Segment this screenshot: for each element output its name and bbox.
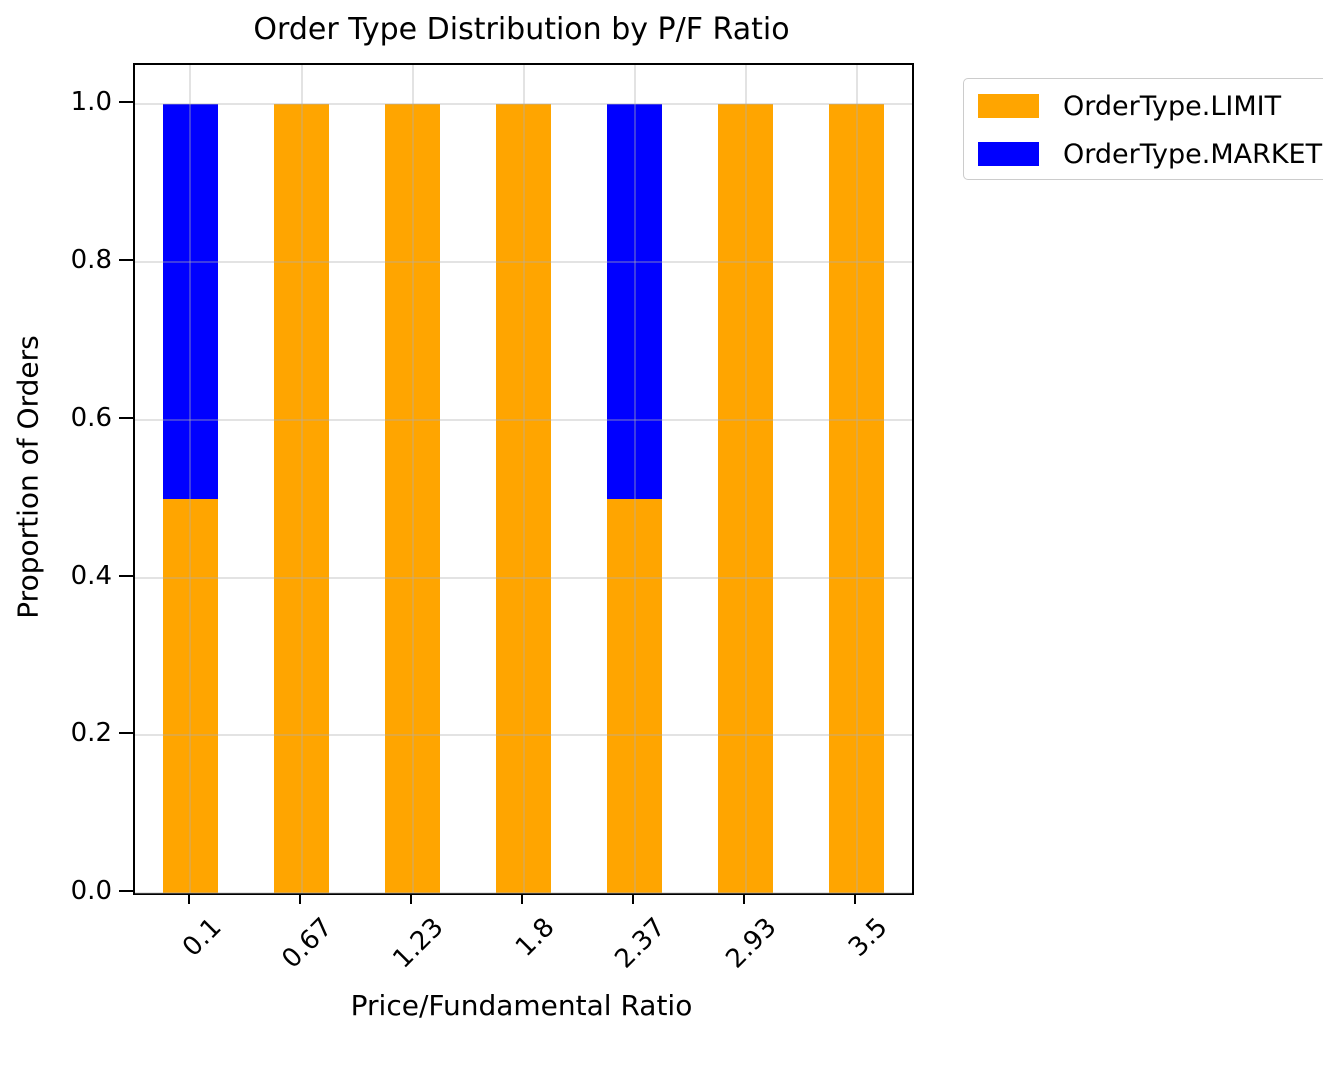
gridline-vertical bbox=[633, 65, 636, 893]
y-tick bbox=[119, 890, 133, 892]
legend-label: OrderType.MARKET bbox=[1063, 138, 1323, 170]
y-tick-label: 0.0 bbox=[70, 876, 112, 906]
bar-segment-2.37-OrderType.LIMIT bbox=[606, 498, 663, 893]
y-tick-label: 1.0 bbox=[70, 87, 112, 118]
legend-entry-OrderType.LIMIT: OrderType.LIMIT bbox=[978, 82, 1323, 130]
x-tick bbox=[187, 893, 190, 904]
x-tick bbox=[520, 893, 523, 904]
bar-segment-0.67-OrderType.LIMIT bbox=[273, 104, 330, 893]
gridline-vertical bbox=[855, 65, 858, 893]
bar-segment-3.5-OrderType.LIMIT bbox=[828, 104, 885, 893]
y-tick-label: 0.8 bbox=[70, 245, 112, 276]
x-tick bbox=[742, 893, 745, 904]
gridline-vertical bbox=[744, 65, 747, 893]
y-tick bbox=[119, 732, 133, 735]
legend: OrderType.LIMIT OrderType.MARKET bbox=[963, 78, 1323, 180]
x-axis-label: Price/Fundamental Ratio bbox=[350, 989, 693, 1022]
legend-entry-OrderType.MARKET: OrderType.MARKET bbox=[978, 130, 1323, 178]
x-tick bbox=[298, 893, 301, 904]
legend-label: OrderType.LIMIT bbox=[1063, 90, 1282, 122]
legend-swatch-icon bbox=[978, 94, 1039, 118]
gridline-horizontal bbox=[135, 261, 912, 264]
gridline-vertical bbox=[522, 65, 525, 893]
gridline-vertical bbox=[411, 65, 414, 893]
x-tick bbox=[853, 893, 856, 904]
gridline-horizontal bbox=[135, 576, 912, 579]
gridline-vertical bbox=[189, 65, 192, 893]
bar-segment-2.93-OrderType.LIMIT bbox=[717, 104, 774, 893]
bar-segment-1.8-OrderType.LIMIT bbox=[495, 104, 552, 893]
x-tick bbox=[409, 893, 412, 904]
y-tick bbox=[119, 101, 133, 104]
bar-segment-2.37-OrderType.MARKET bbox=[606, 104, 663, 499]
gridline-horizontal bbox=[135, 418, 912, 421]
y-tick bbox=[119, 259, 133, 262]
gridline-horizontal bbox=[135, 892, 912, 894]
x-tick bbox=[631, 893, 634, 904]
bar-segment-0.1-OrderType.MARKET bbox=[162, 104, 219, 499]
y-tick-label: 0.2 bbox=[70, 718, 112, 749]
plot-area bbox=[133, 63, 914, 895]
chart-title: Order Type Distribution by P/F Ratio bbox=[253, 12, 790, 47]
gridline-horizontal bbox=[135, 103, 912, 106]
legend-swatch-icon bbox=[978, 142, 1039, 166]
gridline-horizontal bbox=[135, 734, 912, 737]
y-tick-label: 0.4 bbox=[70, 560, 112, 591]
bar-segment-0.1-OrderType.LIMIT bbox=[162, 498, 219, 893]
y-tick bbox=[119, 574, 133, 577]
figure: Order Type Distribution by P/F Ratio Pro… bbox=[12, 12, 1323, 1022]
y-tick bbox=[119, 416, 133, 419]
gridline-vertical bbox=[300, 65, 303, 893]
y-tick-label: 0.6 bbox=[70, 402, 112, 433]
bar-segment-1.23-OrderType.LIMIT bbox=[384, 104, 441, 893]
